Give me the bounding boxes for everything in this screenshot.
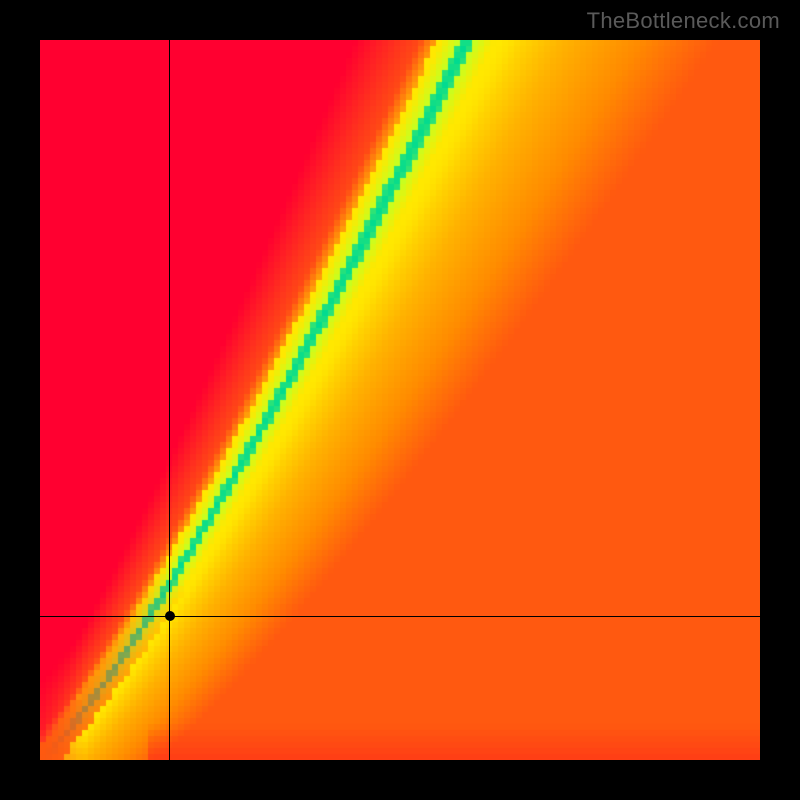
plot-area xyxy=(40,40,760,760)
chart-container: TheBottleneck.com xyxy=(0,0,800,800)
crosshair-marker[interactable] xyxy=(165,611,175,621)
crosshair-vertical xyxy=(169,40,170,760)
heatmap-canvas xyxy=(40,40,760,760)
watermark-text: TheBottleneck.com xyxy=(587,8,780,34)
crosshair-horizontal xyxy=(40,616,760,617)
